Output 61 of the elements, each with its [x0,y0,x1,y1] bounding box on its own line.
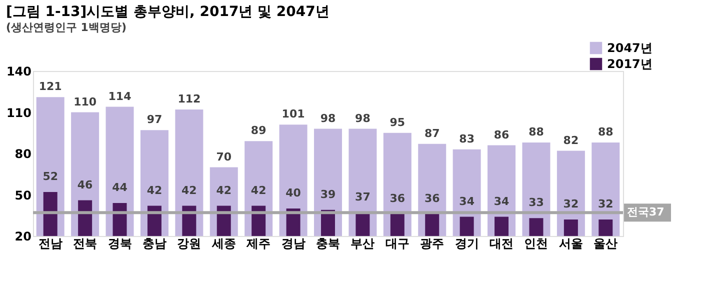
data-label: 88 [528,126,544,138]
y-tick-label: 20 [14,230,32,244]
x-tick-label: 인천 [524,236,548,250]
data-label: 42 [146,184,162,197]
data-label: 87 [424,126,440,140]
x-tick-label: 대전 [490,236,514,250]
data-label: 44 [112,181,128,194]
data-label: 42 [182,184,197,197]
chart-title: [그림 1-13]시도별 총부양비, 2017년 및 2047년 [6,4,330,20]
data-label: 112 [178,92,201,106]
data-label: 70 [216,150,232,164]
x-tick-label: 충북 [316,236,340,250]
x-tick-label: 대구 [385,236,410,250]
legend-label: 2047년 [607,41,652,55]
data-label: 89 [250,124,266,138]
data-label: 36 [424,192,440,205]
x-tick-label: 제주 [246,236,271,250]
data-label: 39 [320,188,336,201]
data-label: 110 [74,95,97,108]
data-label: 101 [282,108,305,121]
x-tick-label: 경북 [108,236,132,250]
x-tick-label: 경기 [454,236,479,250]
data-label: 83 [459,132,474,146]
data-label: 40 [286,186,302,200]
data-label: 52 [42,170,58,183]
data-label: 86 [494,128,510,142]
x-tick-label: 경남 [281,236,306,250]
data-label: 37 [355,190,370,204]
y-tick-label: 110 [6,106,32,120]
data-label: 82 [563,134,579,147]
x-tick-label: 강원 [177,236,202,250]
y-tick-label: 80 [14,147,32,161]
x-tick-label: 충남 [142,236,166,250]
x-tick-label: 전북 [73,236,98,250]
data-label: 42 [250,184,266,197]
data-label: 42 [216,184,232,197]
data-label: 98 [355,112,370,125]
data-label: 46 [77,178,94,192]
x-tick-label: 세종 [210,236,236,250]
data-label: 97 [146,113,162,126]
legend-label: 2017년 [607,57,652,71]
chart-subtitle: (생산연령인구 1백명당) [6,21,126,34]
x-tick-label: 전남 [38,236,62,250]
data-label: 33 [528,196,544,210]
ref-line-label: 전국37 [627,206,664,219]
y-tick-label: 50 [14,188,32,202]
x-tick-label: 울산 [594,236,618,250]
x-tick-label: 광주 [420,236,444,250]
data-label: 34 [459,194,475,208]
data-label: 88 [598,126,614,138]
data-label: 114 [108,90,132,103]
x-tick-label: 서울 [558,236,583,250]
data-label: 98 [320,112,336,125]
data-label: 36 [390,192,406,205]
y-tick-label: 140 [6,64,32,78]
data-label: 121 [38,80,62,94]
data-label: 95 [390,116,406,129]
data-label: 34 [494,194,510,208]
data-label: 32 [563,198,579,210]
x-tick-label: 부산 [350,236,375,250]
data-label: 32 [598,198,614,210]
